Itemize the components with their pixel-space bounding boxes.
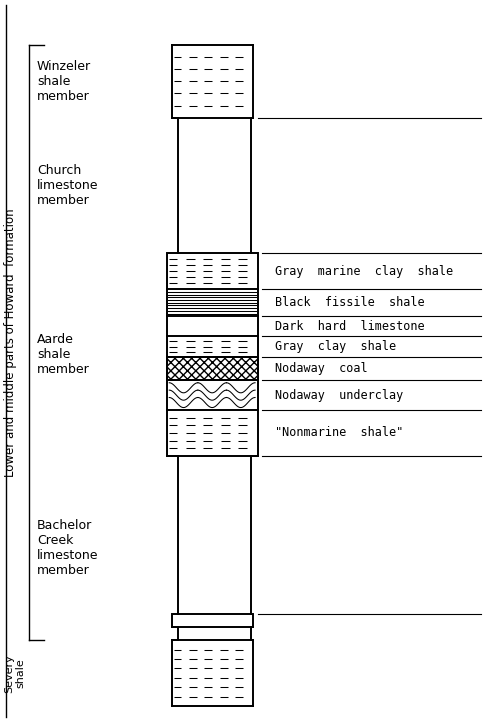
Text: Severy
shale: Severy shale: [4, 653, 26, 692]
Text: Gray  marine  clay  shale: Gray marine clay shale: [274, 264, 453, 277]
Text: Gray  clay  shale: Gray clay shale: [274, 340, 396, 353]
Text: Dark  hard  limestone: Dark hard limestone: [274, 320, 424, 333]
Text: Lower and middle parts of Howard  formation: Lower and middle parts of Howard formati…: [4, 208, 17, 477]
Bar: [167, 357, 258, 380]
Text: Nodaway  coal: Nodaway coal: [274, 362, 368, 375]
Text: Aarde
shale
member: Aarde shale member: [37, 333, 90, 376]
Text: Bachelor
Creek
limestone
member: Bachelor Creek limestone member: [37, 519, 98, 577]
Text: Winzeler
shale
member: Winzeler shale member: [37, 60, 91, 103]
Text: Church
limestone
member: Church limestone member: [37, 164, 98, 207]
Text: Nodaway  underclay: Nodaway underclay: [274, 388, 403, 401]
Text: Black  fissile  shale: Black fissile shale: [274, 296, 424, 309]
Text: "Nonmarine  shale": "Nonmarine shale": [274, 427, 403, 440]
